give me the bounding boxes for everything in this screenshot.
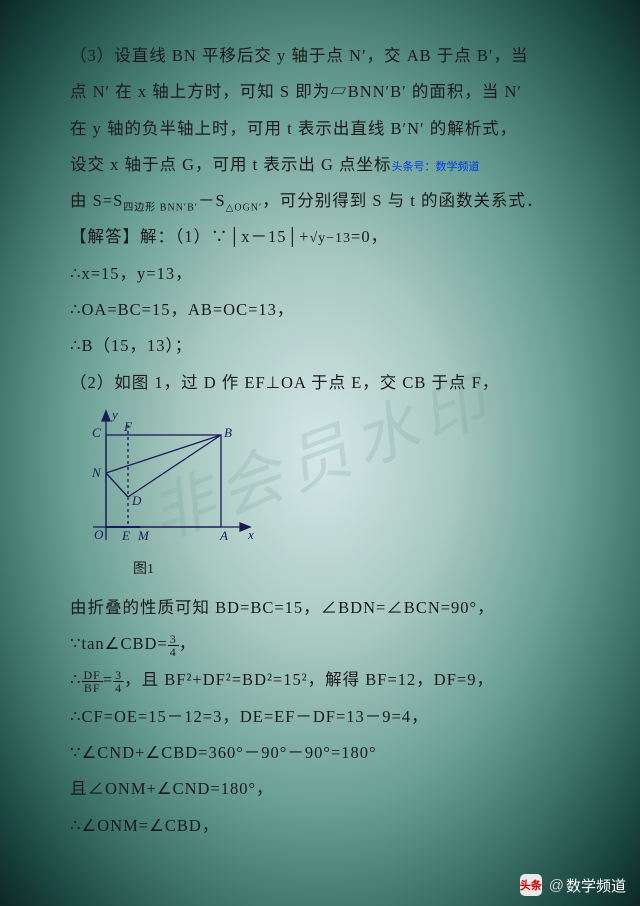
text-line: 【解答】解：（1）∵│x－15│+√y−13=0， bbox=[70, 219, 570, 255]
point-D: D bbox=[131, 493, 142, 508]
text-line: ∴x=15，y=13， bbox=[70, 256, 570, 292]
text: =0， bbox=[351, 227, 388, 246]
geometry-diagram: y x O C F B N D E M A bbox=[78, 405, 258, 555]
text-line: 由折叠的性质可知 BD=BC=15，∠BDN=∠BCN=90°， bbox=[70, 590, 570, 626]
text-line: ∴OA=BC=15，AB=OC=13， bbox=[70, 292, 570, 328]
text-line: ∴∠ONM=∠CBD， bbox=[70, 808, 570, 844]
fraction: 34 bbox=[113, 669, 124, 694]
text-line: ∴CF=OE=15－12=3，DE=EF－DF=13－9=4， bbox=[70, 699, 570, 735]
figure-1: y x O C F B N D E M A 图1 bbox=[78, 405, 570, 586]
figure-caption: 图1 bbox=[133, 555, 570, 586]
document-body: （3）设直线 BN 平移后交 y 轴于点 N′，交 AB 于点 B′，当 点 N… bbox=[70, 38, 570, 858]
text-line: ∵∠CND+∠CBD=360°－90°－90°=180° bbox=[70, 735, 570, 771]
text-line: ∴DFBF=34，且 BF²+DF²=BD²=15²，解得 BF=12，DF=9… bbox=[70, 662, 570, 698]
point-B: B bbox=[224, 425, 232, 440]
text-line: （2）如图 1，过 D 作 EF⊥OA 于点 E，交 CB 于点 F， bbox=[70, 365, 570, 401]
text-line: 在 y 轴的负半轴上时，可用 t 表示出直线 B′N′ 的解析式， bbox=[70, 111, 570, 147]
point-M: M bbox=[137, 528, 150, 543]
channel-name: 数学频道 bbox=[566, 875, 626, 896]
text: －S bbox=[198, 191, 226, 210]
fraction: DFBF bbox=[82, 669, 103, 694]
text: ∵tan∠CBD= bbox=[70, 634, 168, 653]
toutiao-logo-icon: 头条 bbox=[520, 874, 542, 896]
text: 【解答】解：（1）∵│x－15│+ bbox=[70, 227, 309, 246]
point-E: E bbox=[121, 528, 130, 543]
axis-label-x: x bbox=[247, 527, 254, 542]
subscript: 四边形 BNN′B′ bbox=[123, 202, 198, 213]
at-symbol: @ bbox=[549, 877, 564, 894]
sqrt: √y−13 bbox=[309, 231, 351, 246]
text: ，可分别得到 S 与 t 的函数关系式． bbox=[262, 191, 543, 210]
point-C: C bbox=[92, 425, 101, 440]
subscript: △OGN′ bbox=[226, 202, 263, 213]
text: 由 S=S bbox=[70, 191, 123, 210]
point-O: O bbox=[94, 527, 104, 542]
text-line: 设交 x 轴于点 G，可用 t 表示出 G 点坐标头条号：数学频道 bbox=[70, 147, 570, 183]
text-line: ∵tan∠CBD=34， bbox=[70, 626, 570, 662]
axis-label-y: y bbox=[110, 407, 118, 422]
text: ，且 BF²+DF²=BD²=15²，解得 BF=12，DF=9， bbox=[124, 670, 494, 689]
text-line: 且∠ONM+∠CND=180°， bbox=[70, 771, 570, 807]
point-F: F bbox=[123, 419, 133, 434]
text: ， bbox=[179, 634, 197, 653]
text: ∴ bbox=[70, 670, 82, 689]
text-line: （3）设直线 BN 平移后交 y 轴于点 N′，交 AB 于点 B′，当 bbox=[70, 38, 570, 74]
point-N: N bbox=[91, 465, 102, 480]
point-A: A bbox=[219, 528, 228, 543]
text: = bbox=[103, 670, 113, 689]
fraction: 34 bbox=[168, 633, 179, 658]
text-line: ∴B（15，13）； bbox=[70, 328, 570, 364]
text: 设交 x 轴于点 G，可用 t 表示出 G 点坐标 bbox=[70, 155, 392, 174]
text-line: 点 N′ 在 x 轴上方时，可知 S 即为▱BNN′B′ 的面积，当 N′ bbox=[70, 74, 570, 110]
channel-tag: 头条号：数学频道 bbox=[392, 161, 480, 173]
text-line: 由 S=S四边形 BNN′B′－S△OGN′，可分别得到 S 与 t 的函数关系… bbox=[70, 183, 570, 219]
footer-attribution: 头条 @ 数学频道 bbox=[520, 874, 626, 896]
